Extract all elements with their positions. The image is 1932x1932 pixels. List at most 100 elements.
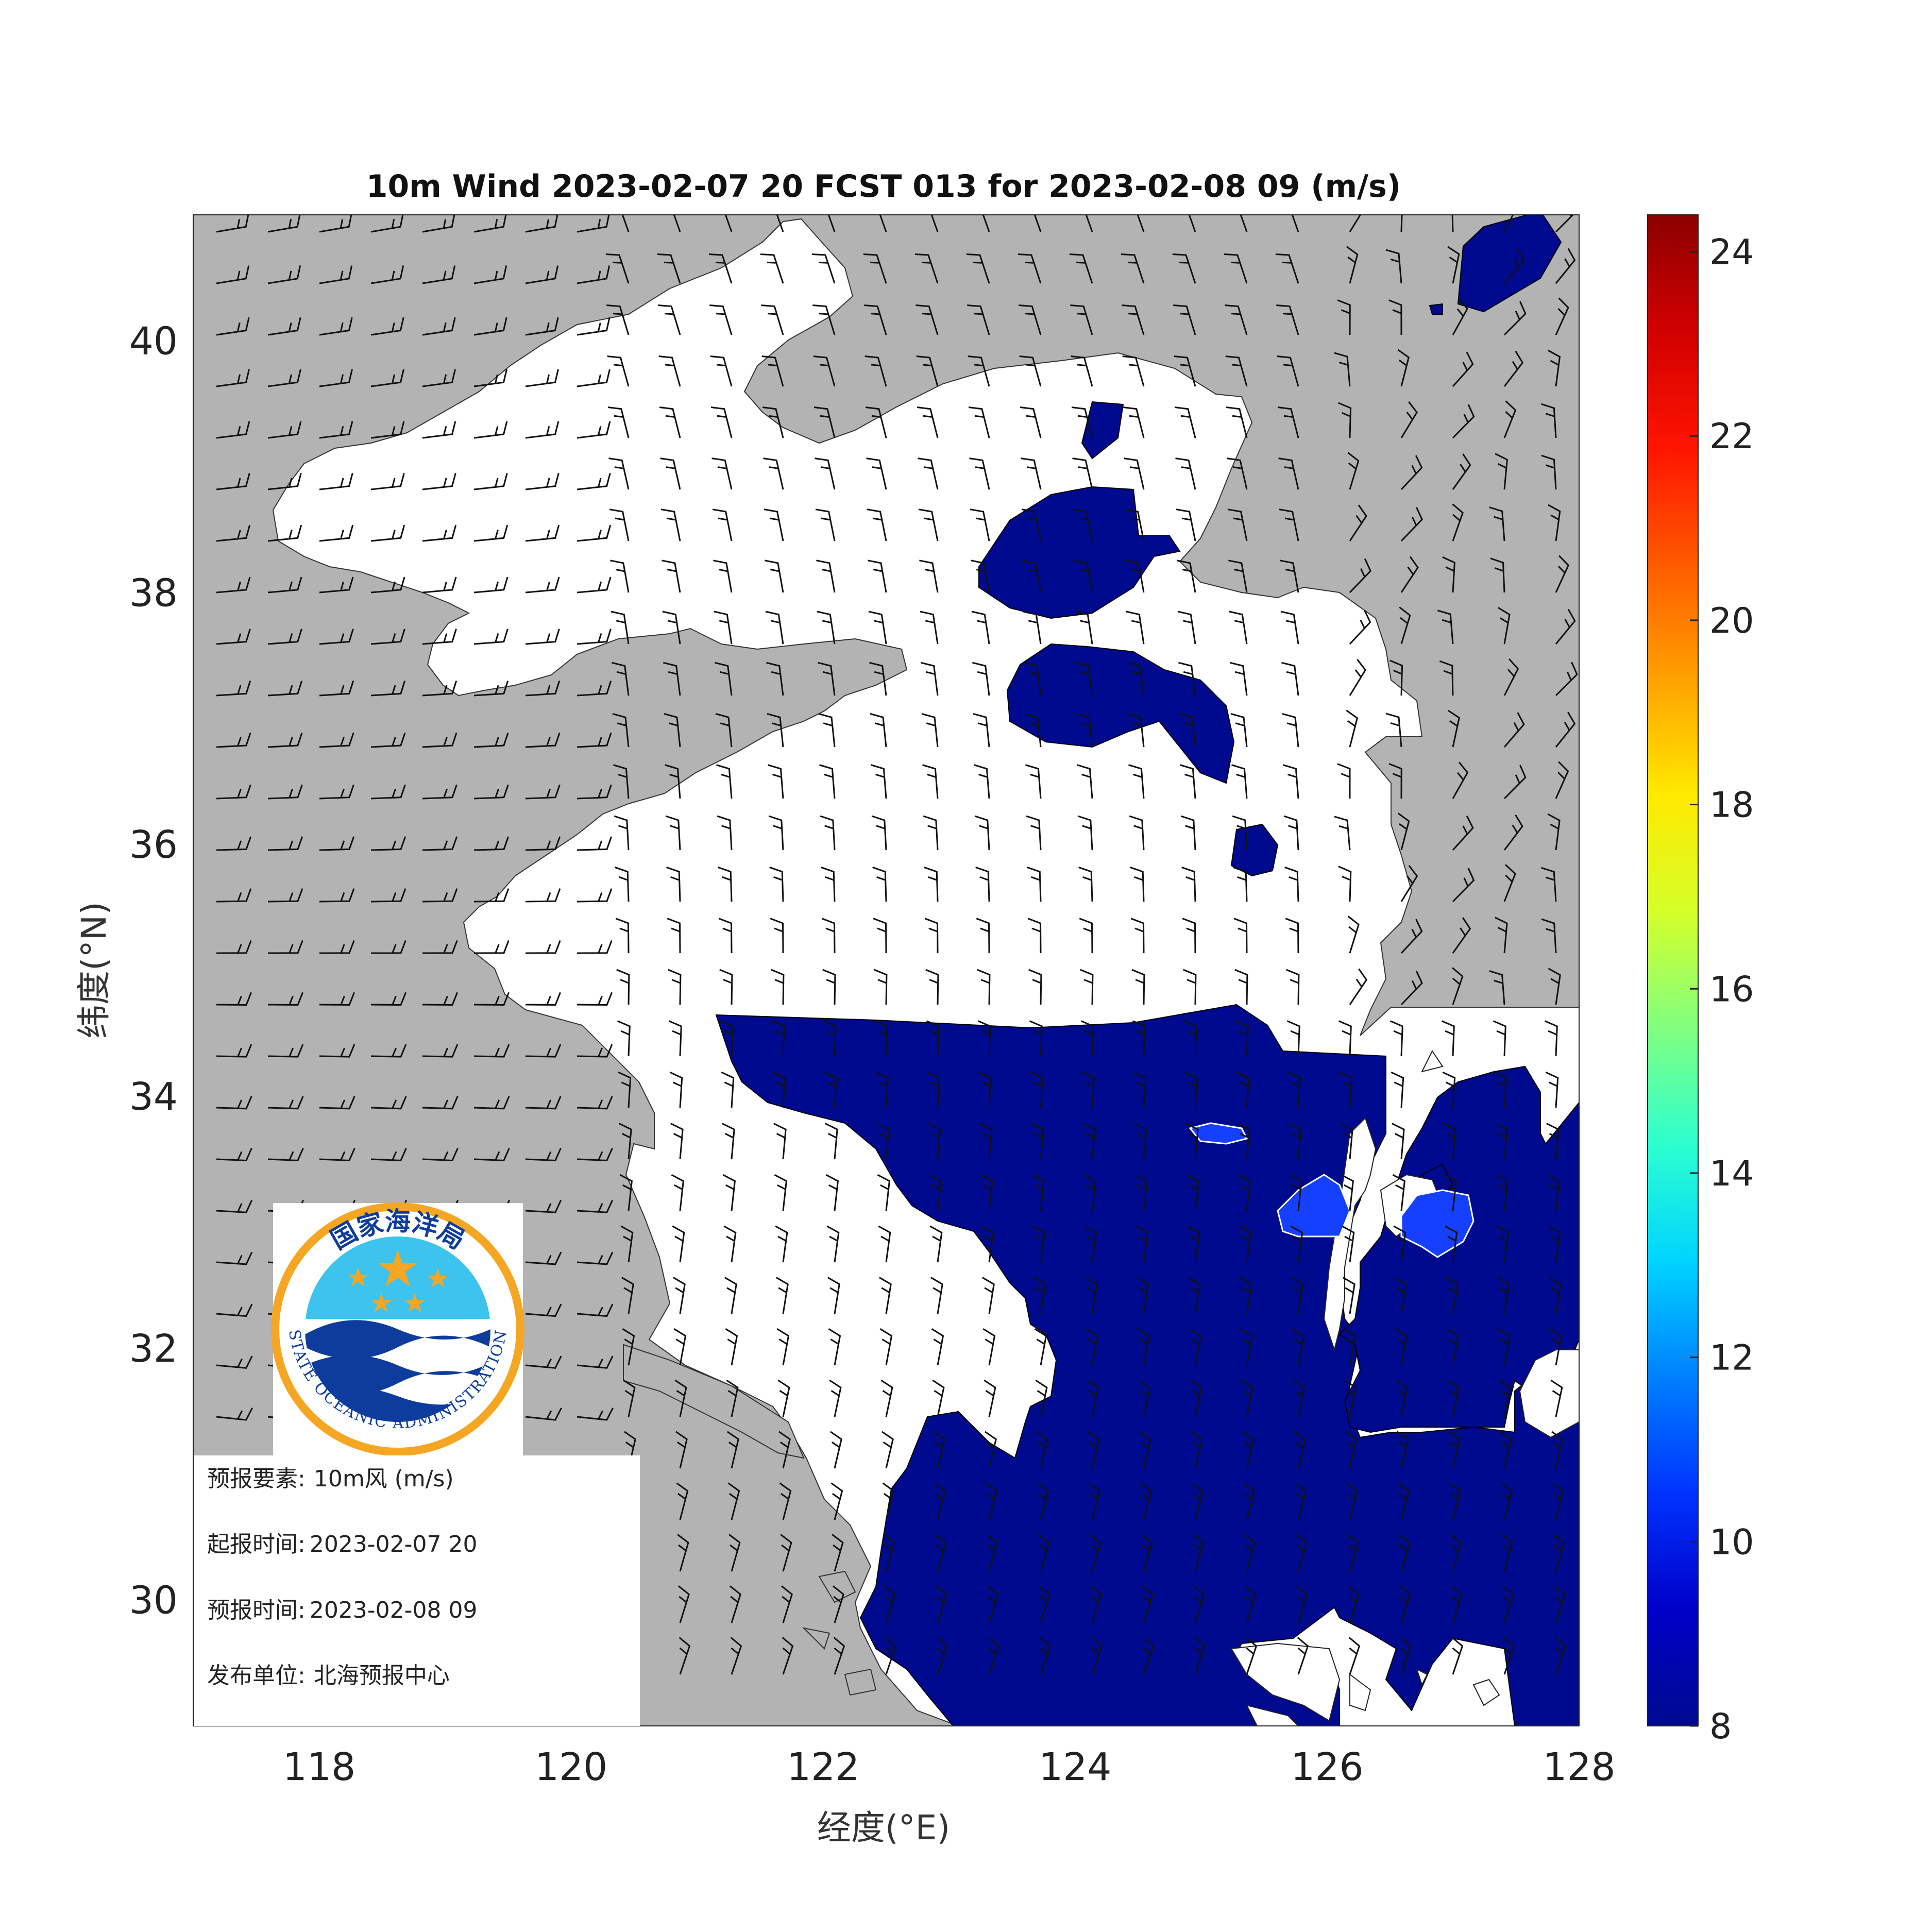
wind-barb — [815, 509, 836, 541]
wind-barb — [473, 784, 509, 800]
colorbar-tick-label: 22 — [1709, 416, 1754, 457]
wind-barb — [970, 509, 990, 541]
wind-barb — [773, 1123, 787, 1160]
wind-barb — [1177, 611, 1196, 645]
wind-barb — [1086, 1328, 1099, 1366]
wind-barb — [1553, 1534, 1565, 1572]
wind-barb — [1279, 509, 1299, 541]
wind-barb — [984, 1379, 996, 1417]
wind-barb — [1075, 662, 1093, 696]
wind-barb — [971, 611, 990, 645]
wind-barb — [1177, 560, 1196, 593]
wind-barb — [1292, 1328, 1305, 1366]
wind-barb — [422, 836, 458, 851]
init-time-value: 2023-02-07 20 — [310, 1531, 478, 1557]
wind-barb — [916, 304, 939, 335]
wind-barb — [267, 784, 303, 800]
wind-barb — [267, 1148, 304, 1162]
wind-barb — [708, 253, 733, 284]
wind-barb — [1084, 1225, 1097, 1263]
wind-barb — [825, 1123, 838, 1160]
wind-barb — [1033, 1277, 1046, 1314]
wind-barb — [1297, 1637, 1309, 1675]
wind-barb — [824, 1071, 838, 1108]
wind-barb — [982, 1328, 996, 1366]
wind-barb — [877, 1174, 891, 1211]
wind-barb — [1498, 607, 1511, 645]
wind-barb — [811, 253, 836, 284]
forecast-info-box: 预报要素: 10m风 (m/s) 起报时间: 2023-02-07 20 预报时间:… — [194, 1455, 640, 1726]
wind-barb — [319, 473, 353, 490]
wind-barb — [724, 215, 733, 232]
valid-time-label: 预报时间: — [207, 1597, 306, 1623]
wind-barb — [968, 406, 990, 438]
wind-barb — [1019, 355, 1042, 387]
wind-barb — [722, 1123, 735, 1160]
wind-barb — [267, 473, 302, 490]
wind-barb — [781, 1585, 793, 1623]
wind-barb — [370, 629, 405, 645]
wind-barb — [1245, 1637, 1258, 1675]
wind-barb — [1452, 761, 1469, 799]
wind-barb — [929, 1225, 943, 1263]
wind-barb — [865, 406, 887, 438]
wind-barb — [1282, 713, 1299, 748]
wind-barb — [768, 815, 784, 851]
wind-barb — [473, 215, 507, 233]
wind-barb — [881, 1431, 894, 1469]
wind-barb — [933, 1431, 945, 1469]
wind-barb — [974, 764, 990, 799]
wind-barb — [665, 764, 681, 799]
wind-barb — [577, 681, 612, 697]
wind-barb — [1021, 509, 1042, 541]
element-label: 预报要素: — [207, 1466, 306, 1492]
wind-barb — [1192, 1534, 1205, 1572]
wind-barb — [370, 421, 405, 439]
issuer-label: 发布单位: — [207, 1663, 306, 1689]
wind-barb — [930, 215, 939, 232]
wind-barb — [1127, 713, 1145, 748]
wind-barb — [760, 253, 784, 284]
wind-barb — [730, 1637, 742, 1675]
wind-barb — [1391, 1071, 1404, 1108]
wind-barb — [216, 784, 251, 800]
wind-barb — [673, 1328, 687, 1366]
wind-barb — [1334, 816, 1351, 851]
wind-barb — [216, 1355, 253, 1369]
wind-barb — [874, 1020, 888, 1057]
wind-barb — [918, 457, 939, 490]
wind-barb — [1139, 1431, 1151, 1469]
colorbar-tick-label: 12 — [1709, 1338, 1754, 1379]
wind-barb — [216, 1199, 253, 1213]
wind-barb — [935, 1585, 947, 1623]
wind-barb — [1296, 1585, 1308, 1623]
wind-barb — [525, 1303, 562, 1317]
wind-barb — [1226, 406, 1248, 438]
wind-barb — [525, 888, 561, 903]
wind-barb — [821, 918, 836, 954]
wind-barb — [1503, 864, 1516, 902]
wind-barb — [612, 713, 630, 748]
wind-barb — [878, 1225, 891, 1263]
wind-barb — [674, 1379, 687, 1417]
colorbar-tick-label: 8 — [1709, 1706, 1732, 1747]
wind-barb — [667, 918, 681, 954]
wind-barb — [668, 1020, 682, 1057]
wind-barb — [370, 369, 404, 387]
wind-barb — [1174, 406, 1196, 438]
wind-barb — [370, 1148, 407, 1162]
wind-barb — [1132, 1020, 1146, 1057]
wind-barb — [1555, 248, 1576, 284]
wind-barb — [778, 1431, 791, 1469]
wind-barb — [826, 1225, 840, 1263]
wind-barb — [1555, 297, 1569, 335]
wind-barb — [718, 866, 733, 902]
wind-barb — [319, 888, 355, 903]
wind-barb — [873, 918, 887, 954]
wind-barb — [712, 509, 733, 541]
wind-barb — [863, 253, 887, 284]
wind-barb — [473, 940, 510, 954]
wind-barb — [864, 304, 887, 335]
wind-barb — [1397, 812, 1410, 851]
wind-barb — [422, 681, 457, 697]
